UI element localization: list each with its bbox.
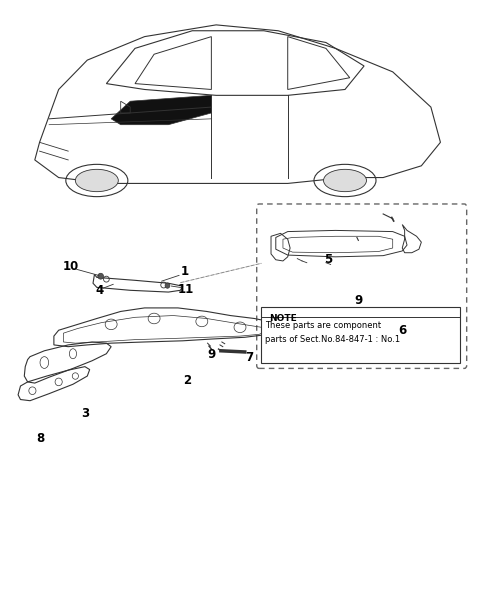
Polygon shape [111,96,211,124]
Ellipse shape [324,169,366,192]
Text: 9: 9 [354,294,362,307]
Text: These parts are component: These parts are component [265,322,382,330]
Text: 8: 8 [36,432,45,445]
Text: parts of Sect.No.84-847-1 : No.1: parts of Sect.No.84-847-1 : No.1 [265,335,400,344]
Text: 5: 5 [324,253,333,266]
Text: NOTE: NOTE [269,314,296,323]
Text: 2: 2 [183,373,192,386]
Ellipse shape [98,273,104,279]
Text: 10: 10 [62,260,79,273]
Text: 11: 11 [178,283,194,296]
Text: 9: 9 [207,349,216,362]
Text: 4: 4 [95,284,103,297]
Ellipse shape [75,169,118,192]
FancyBboxPatch shape [262,307,459,362]
Text: 6: 6 [398,324,407,337]
Text: 7: 7 [245,351,253,365]
Ellipse shape [165,283,170,289]
Text: 1: 1 [181,265,189,278]
Text: 3: 3 [81,407,89,420]
